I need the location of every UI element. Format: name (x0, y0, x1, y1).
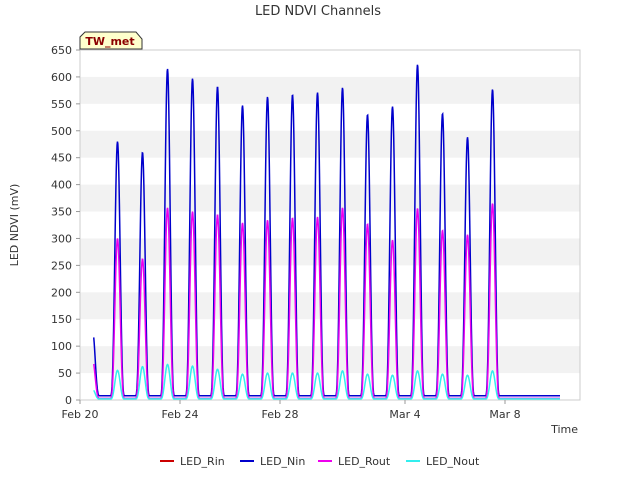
x-tick-label: Feb 28 (262, 408, 299, 421)
legend: LED_Rin LED_Nin LED_Rout LED_Nout (160, 455, 480, 468)
y-tick-label: 50 (58, 367, 72, 380)
y-axis-label: LED NDVI (mV) (8, 184, 21, 267)
y-tick-label: 0 (65, 394, 72, 407)
x-tick-label: Feb 20 (62, 408, 99, 421)
grid-band (80, 76, 580, 104)
grid-band (80, 184, 580, 212)
y-axis: 0 50 100 150 200 250 300 350 400 450 500 550 600 650 (51, 44, 80, 407)
y-tick-label: 550 (51, 98, 72, 111)
y-tick-label: 600 (51, 71, 72, 84)
y-tick-label: 400 (51, 179, 72, 192)
legend-label: LED_Nin (260, 455, 305, 468)
x-axis-label: Time (550, 423, 578, 436)
x-tick-label: Mar 8 (489, 408, 520, 421)
y-tick-label: 200 (51, 286, 72, 299)
legend-label: LED_Nout (426, 455, 480, 468)
y-tick-label: 350 (51, 206, 72, 219)
annotation-badge-shape (79, 31, 143, 50)
annotation-badge: TW_met (79, 31, 143, 50)
legend-label: LED_Rout (338, 455, 391, 468)
y-tick-label: 500 (51, 125, 72, 138)
grid-bands (80, 76, 580, 374)
chart-title: LED NDVI Channels (255, 4, 381, 19)
legend-label: LED_Rin (180, 455, 225, 468)
y-tick-label: 300 (51, 232, 72, 245)
x-tick-label: Mar 4 (389, 408, 420, 421)
series-line-led-nout (93, 363, 560, 400)
x-tick-label: Feb 24 (162, 408, 199, 421)
grid-band (80, 130, 580, 158)
y-tick-label: 250 (51, 259, 72, 272)
y-tick-label: 150 (51, 313, 72, 326)
annotation-text: TW_met (85, 35, 134, 48)
series-layer (93, 64, 560, 400)
plot-area-border (79, 49, 581, 401)
grid-band (80, 346, 580, 374)
grid-band (80, 292, 580, 320)
y-tick-label: 100 (51, 340, 72, 353)
y-tick-label: 650 (51, 44, 72, 57)
x-axis: Feb 20 Feb 24 Feb 28 Mar 4 Mar 8 (62, 400, 521, 421)
grid-band (80, 238, 580, 266)
series-line-led-nin (93, 64, 560, 397)
y-tick-label: 450 (51, 152, 72, 165)
